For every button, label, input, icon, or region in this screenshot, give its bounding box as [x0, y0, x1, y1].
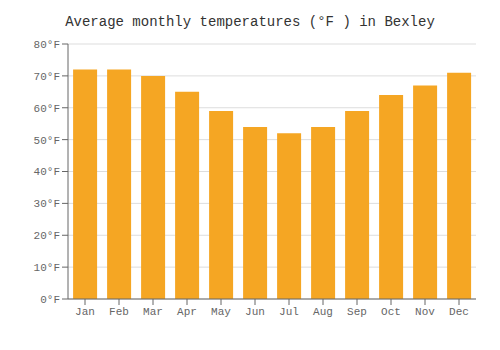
svg-text:Mar: Mar	[143, 306, 163, 318]
svg-text:0°F: 0°F	[40, 294, 60, 306]
svg-text:50°F: 50°F	[34, 135, 60, 147]
html-text:Average monthly temperatures (: Average monthly temperatures (°F ) in Be…	[65, 14, 435, 30]
svg-text:70°F: 70°F	[34, 71, 60, 83]
svg-text:Dec: Dec	[449, 306, 469, 318]
svg-text:10°F: 10°F	[34, 262, 60, 274]
svg-text:40°F: 40°F	[34, 166, 60, 178]
svg-text:Jul: Jul	[279, 306, 299, 318]
svg-text:Sep: Sep	[347, 306, 367, 318]
svg-text:Apr: Apr	[177, 306, 197, 318]
svg-text:Jan: Jan	[75, 306, 95, 318]
svg-text:60°F: 60°F	[34, 103, 60, 115]
svg-text:80°F: 80°F	[34, 39, 60, 51]
svg-text:Jun: Jun	[245, 306, 265, 318]
svg-text:Nov: Nov	[415, 306, 435, 318]
svg-text:20°F: 20°F	[34, 230, 60, 242]
svg-text:30°F: 30°F	[34, 198, 60, 210]
svg-text:May: May	[211, 306, 231, 318]
svg-text:Oct: Oct	[381, 306, 401, 318]
svg-text:Aug: Aug	[313, 306, 333, 318]
svg-text:Feb: Feb	[109, 306, 129, 318]
